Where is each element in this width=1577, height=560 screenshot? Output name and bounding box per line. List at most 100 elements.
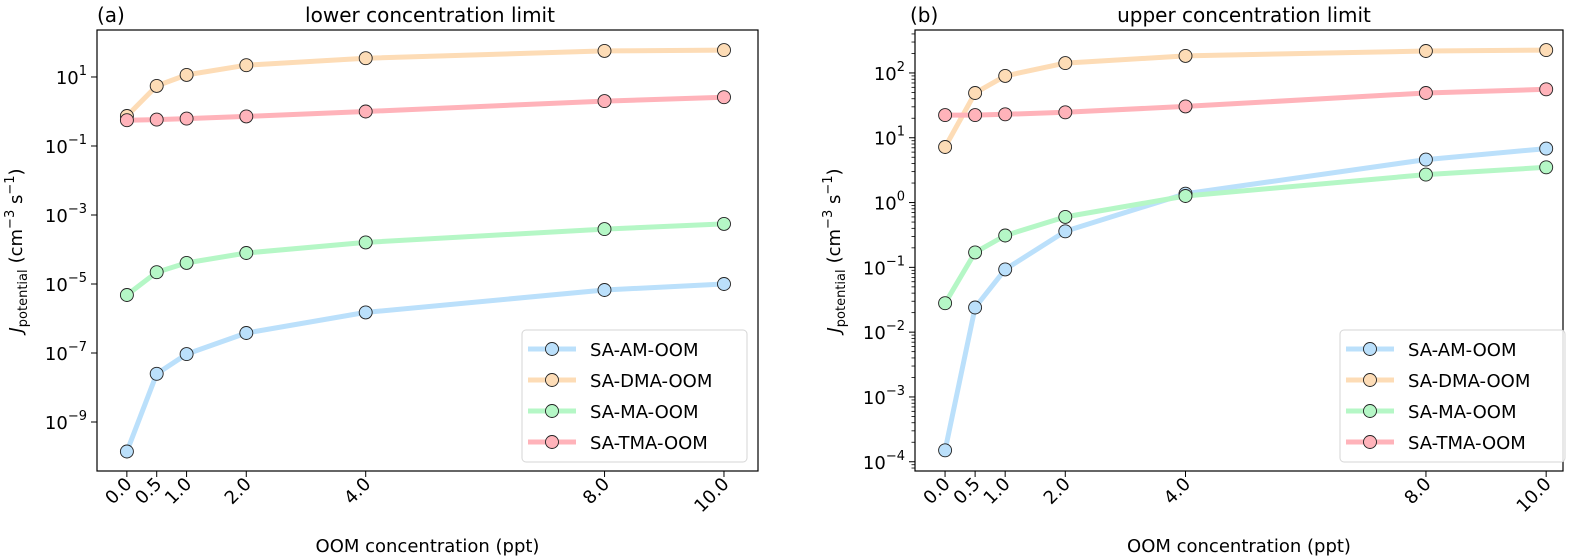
data-point-sa-tma-oom xyxy=(149,112,164,127)
x-axis-label: OOM concentration (ppt) xyxy=(316,536,540,557)
data-point-sa-tma-oom xyxy=(1058,105,1073,120)
data-point-sa-dma-oom xyxy=(597,43,612,58)
data-point-sa-tma-oom xyxy=(968,108,983,123)
chart-title: lower concentration limit xyxy=(305,3,555,27)
data-point-sa-tma-oom xyxy=(717,90,731,105)
data-point-sa-ma-oom xyxy=(1418,167,1433,182)
legend-marker xyxy=(1363,373,1377,387)
x-tick-label: 1.0 xyxy=(161,474,196,509)
data-point-sa-dma-oom xyxy=(1539,43,1554,58)
data-point-sa-tma-oom xyxy=(938,108,953,123)
data-point-sa-am-oom xyxy=(239,326,254,340)
legend-label: SA-DMA-OOM xyxy=(590,371,712,392)
axes-frame xyxy=(96,29,759,472)
data-point-sa-am-oom xyxy=(597,283,612,297)
legend-marker xyxy=(545,435,559,449)
series-line-sa-dma-oom xyxy=(942,47,1547,149)
panel-label: (a) xyxy=(97,3,125,27)
data-point-sa-tma-oom xyxy=(1539,82,1554,97)
y-tick-label: 10−7 xyxy=(45,340,87,365)
data-point-sa-tma-oom xyxy=(358,104,373,119)
series-line-sa-tma-oom xyxy=(945,86,1547,118)
legend-label: SA-TMA-OOM xyxy=(1408,433,1526,454)
panel-b: (b) upper concentration limit 102 101 100 10−… xyxy=(821,3,1566,557)
y-tick-label: 102 xyxy=(874,60,905,85)
y-tick-label: 10−1 xyxy=(863,254,905,279)
y-tick-label: 10−1 xyxy=(45,133,87,158)
x-tick-label: 0.0 xyxy=(919,474,954,509)
data-point-sa-ma-oom xyxy=(968,245,983,260)
data-point-sa-ma-oom xyxy=(597,222,612,237)
plot-area xyxy=(938,43,1554,458)
data-point-sa-dma-oom xyxy=(149,78,164,93)
data-point-sa-dma-oom xyxy=(179,67,194,82)
legend-label: SA-DMA-OOM xyxy=(1408,371,1530,392)
plot-area xyxy=(119,43,731,459)
data-point-sa-dma-oom xyxy=(717,43,731,58)
x-tick-label: 10.0 xyxy=(1513,474,1556,517)
x-tick-label: 8.0 xyxy=(1400,474,1435,509)
data-point-sa-am-oom xyxy=(179,347,194,362)
data-point-sa-dma-oom xyxy=(938,140,953,154)
data-point-sa-dma-oom xyxy=(998,68,1013,83)
legend-marker xyxy=(1363,404,1377,418)
series-line-sa-ma-oom xyxy=(125,221,725,297)
x-tick-label: 2.0 xyxy=(221,474,256,509)
data-point-sa-tma-oom xyxy=(1418,86,1433,100)
data-point-sa-ma-oom xyxy=(358,235,373,250)
series-line-sa-dma-oom xyxy=(125,47,725,118)
data-point-sa-dma-oom xyxy=(968,86,983,100)
legend-label: SA-AM-OOM xyxy=(590,340,698,361)
panel-label: (b) xyxy=(910,3,938,27)
y-tick-label: 101 xyxy=(56,64,87,89)
y-axis-label: Jpotential(cm−3 s−1) xyxy=(821,168,849,335)
data-point-sa-am-oom xyxy=(1539,141,1554,156)
y-tick-label: 10−4 xyxy=(863,449,905,474)
x-tick-label: 1.0 xyxy=(980,474,1015,509)
data-point-sa-ma-oom xyxy=(1058,209,1073,224)
panel-a: (a) lower concentration limit 101 10−1 10−3 1… xyxy=(3,3,759,557)
y-tick-label: 101 xyxy=(874,125,905,150)
data-point-sa-tma-oom xyxy=(179,111,194,126)
data-point-sa-am-oom xyxy=(998,262,1013,277)
legend-marker xyxy=(1363,435,1377,449)
data-point-sa-tma-oom xyxy=(119,113,134,128)
data-point-sa-tma-oom xyxy=(998,107,1013,122)
data-point-sa-ma-oom xyxy=(1178,189,1193,203)
x-tick-label: 0.5 xyxy=(950,474,985,509)
y-tick-label: 10−2 xyxy=(863,319,905,344)
legend-label: SA-TMA-OOM xyxy=(590,433,708,454)
data-point-sa-am-oom xyxy=(1058,224,1073,239)
legend: SA-AM-OOM SA-DMA-OOM SA-MA-OOM SA-TMA-OOM xyxy=(1339,329,1566,463)
series-line-sa-tma-oom xyxy=(126,94,725,123)
y-tick-label: 10−9 xyxy=(45,409,87,434)
data-point-sa-ma-oom xyxy=(998,228,1013,243)
x-axis-label: OOM concentration (ppt) xyxy=(1127,536,1351,557)
data-point-sa-ma-oom xyxy=(149,265,164,280)
data-point-sa-tma-oom xyxy=(239,109,254,124)
data-point-sa-tma-oom xyxy=(1178,99,1193,114)
x-tick-label: 2.0 xyxy=(1040,474,1075,509)
data-point-sa-am-oom xyxy=(717,277,731,291)
data-point-sa-dma-oom xyxy=(1178,48,1193,63)
y-tick-label: 10−5 xyxy=(45,271,87,296)
data-point-sa-tma-oom xyxy=(597,94,612,109)
x-tick-label: 8.0 xyxy=(579,474,614,509)
data-point-sa-dma-oom xyxy=(239,58,254,73)
data-point-sa-dma-oom xyxy=(1058,56,1073,71)
y-tick-label: 100 xyxy=(874,190,905,215)
data-point-sa-ma-oom xyxy=(938,296,953,311)
data-point-sa-ma-oom xyxy=(119,288,134,302)
data-point-sa-dma-oom xyxy=(1418,44,1433,58)
data-point-sa-am-oom xyxy=(149,366,164,381)
data-point-sa-ma-oom xyxy=(1539,160,1554,175)
x-tick-label: 10.0 xyxy=(690,474,733,517)
data-point-sa-am-oom xyxy=(119,444,134,459)
x-tick-label: 4.0 xyxy=(340,474,375,509)
y-axis-label: Jpotential(cm−3 s−1) xyxy=(3,168,31,335)
legend-frame xyxy=(521,329,748,463)
y-tick-label: 10−3 xyxy=(45,202,87,227)
data-point-sa-ma-oom xyxy=(239,246,254,260)
legend-label: SA-MA-OOM xyxy=(1408,402,1516,423)
legend-marker xyxy=(1363,342,1377,356)
